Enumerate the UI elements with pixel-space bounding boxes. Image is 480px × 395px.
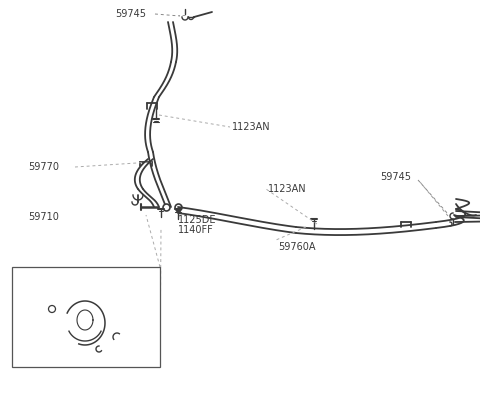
Text: 1231DB: 1231DB <box>18 278 54 288</box>
Text: 59745: 59745 <box>380 172 411 182</box>
Text: 59710: 59710 <box>28 212 59 222</box>
Text: 59750A: 59750A <box>80 359 115 367</box>
Bar <box>12 267 160 367</box>
Text: 59770: 59770 <box>28 162 59 172</box>
Text: 1140FF: 1140FF <box>178 225 214 235</box>
Text: 93250D: 93250D <box>28 288 63 297</box>
Text: 1125DE: 1125DE <box>178 215 216 225</box>
Text: 59760A: 59760A <box>278 242 315 252</box>
Text: 59745: 59745 <box>115 9 146 19</box>
Text: 1123AN: 1123AN <box>232 122 271 132</box>
Text: 1123AN: 1123AN <box>268 184 307 194</box>
